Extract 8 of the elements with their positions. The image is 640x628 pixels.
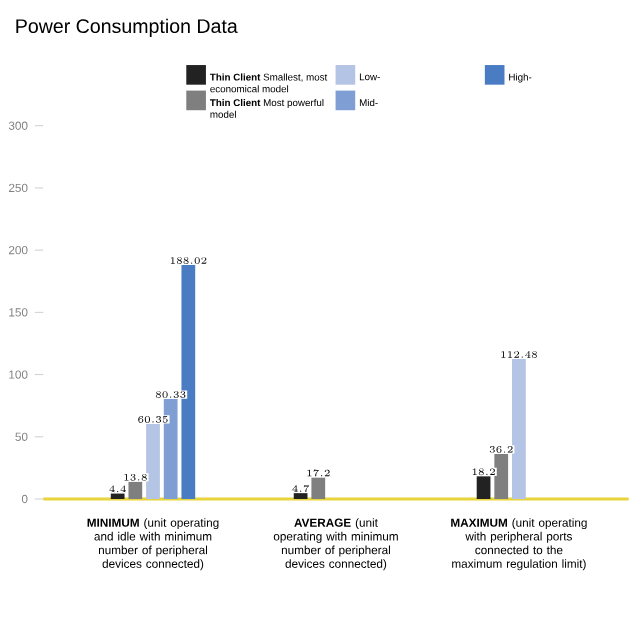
bar bbox=[293, 492, 308, 499]
bar bbox=[494, 453, 509, 499]
bar bbox=[110, 493, 125, 499]
bar bbox=[476, 476, 491, 499]
bar bbox=[146, 423, 160, 499]
chart-title: Power Consumption Data bbox=[16, 18, 238, 37]
bar bbox=[311, 477, 326, 499]
bar bbox=[512, 358, 526, 499]
